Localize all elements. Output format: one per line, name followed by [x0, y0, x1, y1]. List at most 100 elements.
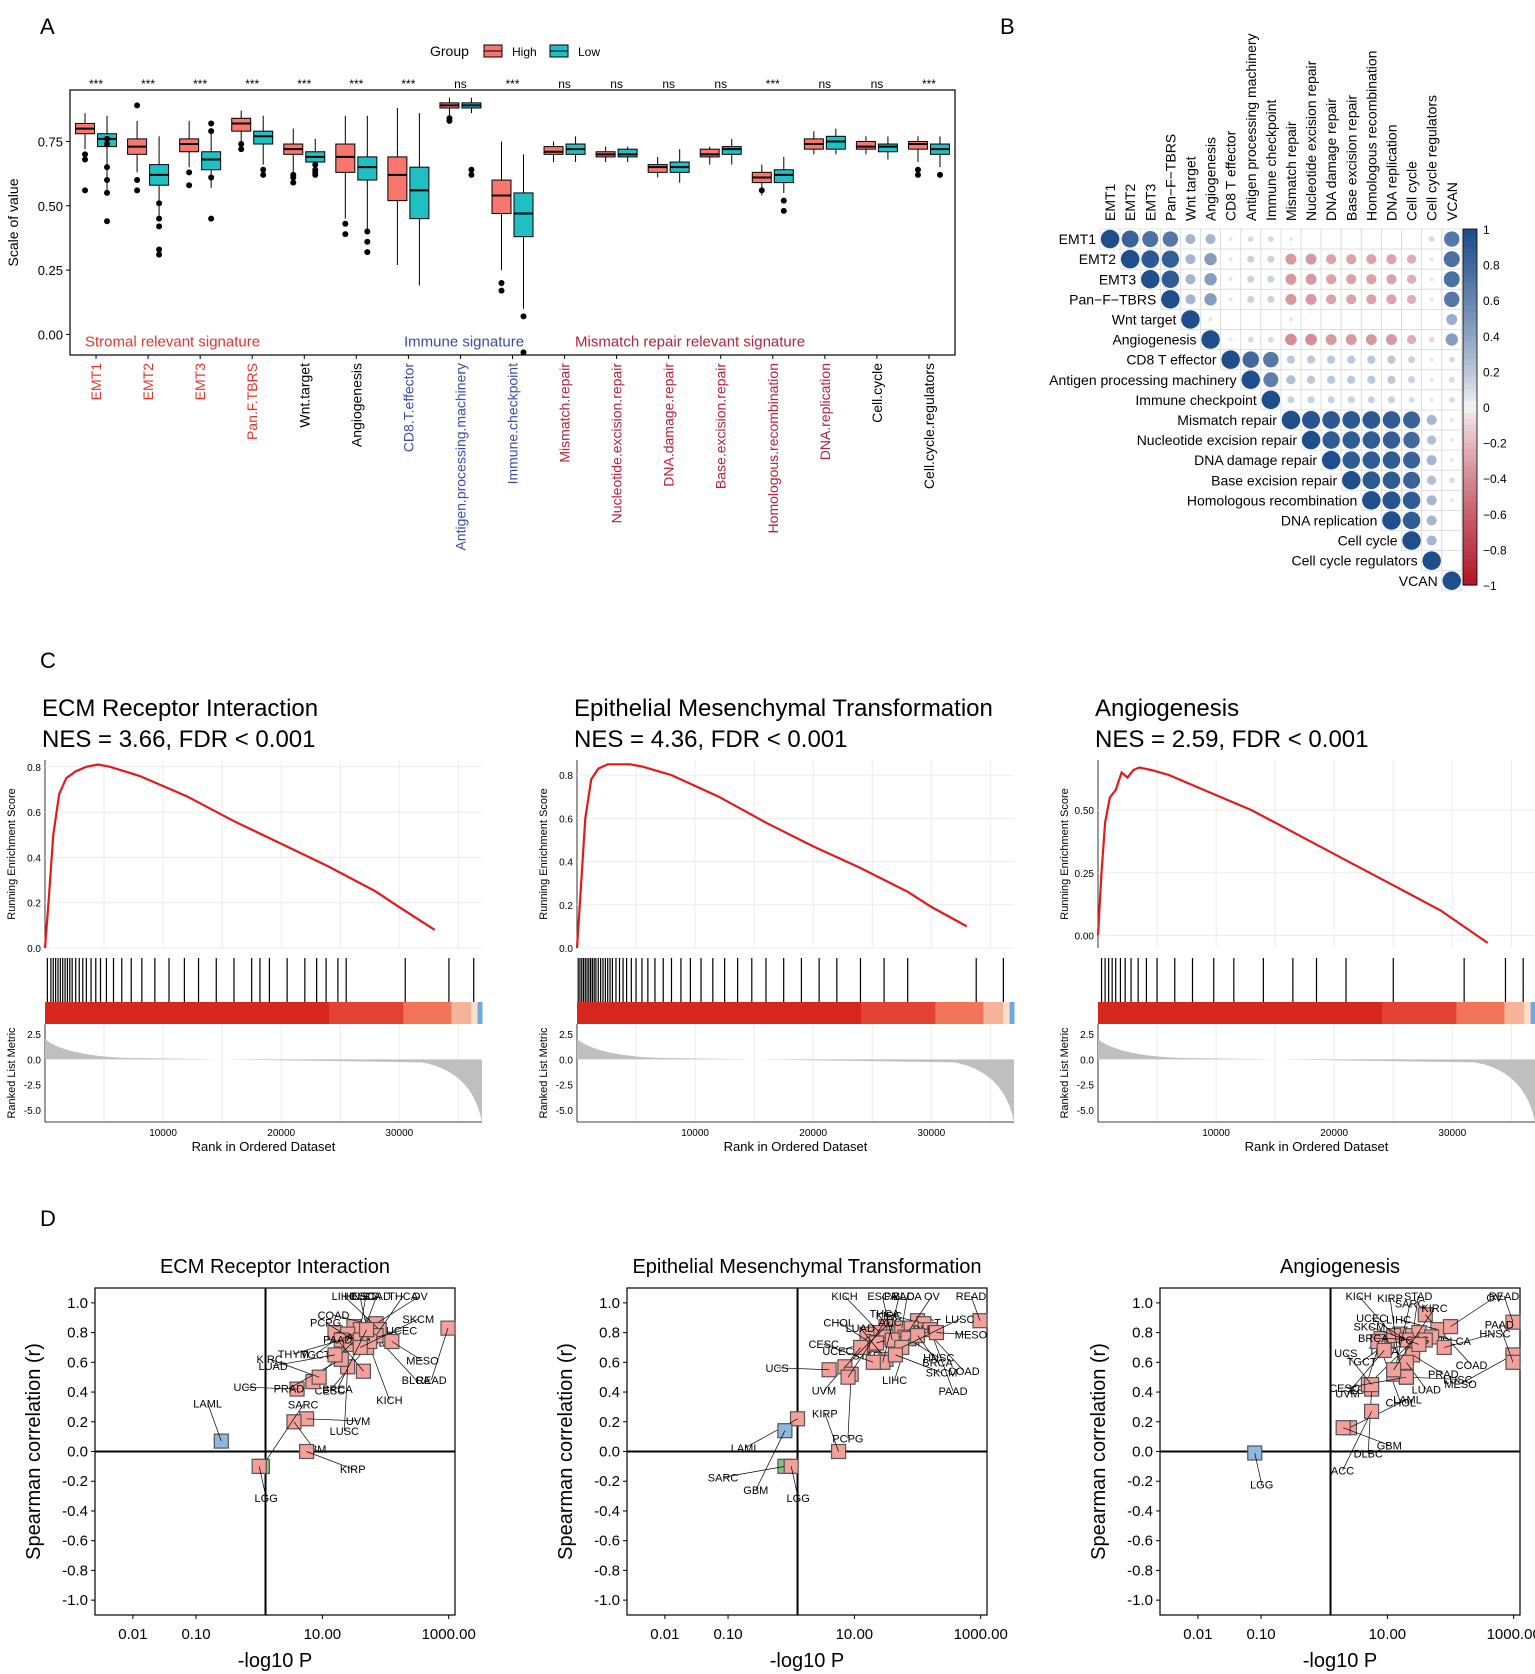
significance-label: ns [714, 77, 727, 91]
label-leader [1450, 1297, 1495, 1327]
x-tick-label: Mismatch.repair [557, 363, 573, 463]
corr-circle [1208, 317, 1213, 322]
scatter-y-tick-label: 0.8 [1132, 1325, 1153, 1342]
colorbar-segment [1463, 418, 1477, 426]
box-outlier [758, 187, 765, 194]
corr-circle [1327, 355, 1336, 364]
corr-circle [1181, 310, 1200, 329]
cancer-label: LGG [1250, 1479, 1273, 1491]
x-tick-label: EMT1 [88, 363, 104, 401]
corr-circle [1387, 375, 1396, 384]
rank-y-label: Ranked List Metric [538, 1027, 550, 1119]
label-leader [1412, 1354, 1444, 1375]
rank-tick-label: 0.0 [1080, 1055, 1094, 1066]
colorbar-segment [1463, 300, 1477, 307]
colorbar-segment [1463, 365, 1477, 372]
scatter-y-tick-label: -0.4 [1127, 1503, 1153, 1520]
corr-cell [1240, 308, 1262, 330]
corr-circle [1305, 253, 1317, 265]
cancer-label: THCA [869, 1308, 900, 1320]
scatter-y-tick-label: 1.0 [67, 1295, 88, 1312]
rank-color-band [451, 1002, 472, 1024]
x-tick-label: EMT3 [192, 363, 208, 401]
cancer-label: LAML [731, 1443, 760, 1455]
ranked-metric-area [1098, 1039, 1535, 1122]
corr-circle [1362, 491, 1381, 510]
significance-label: *** [89, 77, 103, 91]
box-low [617, 148, 638, 158]
colorbar-tick-label: 1 [1483, 223, 1490, 237]
label-leader [1389, 1297, 1401, 1370]
rank-color-band [861, 1002, 936, 1024]
corr-row-label: Base excision repair [1211, 472, 1337, 488]
x-tick-label: Wnt.target [296, 363, 312, 428]
cancer-label: UVM [812, 1386, 836, 1398]
corr-circle [1342, 451, 1361, 469]
rank-color-band [1504, 1002, 1525, 1024]
label-leader [207, 1403, 222, 1442]
colorbar-segment [1463, 258, 1477, 266]
corr-circle [1402, 531, 1421, 550]
box-outlier [186, 169, 193, 176]
corr-circle [1427, 435, 1437, 445]
cancer-label: PRAD [884, 1291, 915, 1303]
colorbar-segment [1463, 383, 1477, 390]
corr-circle [1342, 431, 1361, 449]
cancer-label: ESCA [867, 1291, 898, 1303]
colorbar-segment [1463, 537, 1477, 545]
colorbar-segment [1463, 401, 1477, 408]
corr-col-label: CD8 T effector [1223, 130, 1239, 221]
label-leader [917, 1335, 938, 1363]
corr-circle [1429, 257, 1434, 262]
corr-circle [1345, 334, 1357, 346]
cancer-label: UCS [766, 1363, 789, 1375]
colorbar-segment [1463, 371, 1477, 378]
gsea-x-label: Rank in Ordered Dataset [192, 1139, 336, 1154]
gsea-y-tick-label: 0.0 [559, 944, 573, 955]
corr-cell [1360, 308, 1382, 330]
box-high [231, 117, 252, 132]
corr-circle [1307, 396, 1315, 404]
corr-circle [1382, 431, 1401, 449]
corr-circle [1444, 291, 1460, 308]
box-outlier [104, 141, 111, 148]
box-outlier [312, 161, 319, 168]
corr-circle [1325, 334, 1337, 346]
corr-circle [1426, 535, 1437, 546]
scatter-y-tick-label: 0.0 [67, 1444, 88, 1461]
scatter-y-tick-label: 1.0 [1132, 1295, 1153, 1312]
box-high [335, 143, 356, 173]
gsea-y-tick-label: 0.25 [1075, 869, 1095, 880]
gsea-stats: NES = 4.36, FDR < 0.001 [574, 726, 847, 753]
corr-circle [1448, 376, 1455, 383]
cancer-label: HNSC [923, 1353, 954, 1365]
corr-row-label: VCAN [1399, 573, 1438, 589]
corr-circle [1449, 437, 1454, 443]
corr-col-label: Wnt target [1182, 156, 1198, 221]
label-leader [790, 1466, 799, 1498]
corr-row-label: Immune checkpoint [1135, 392, 1257, 408]
colorbar-segment [1463, 454, 1477, 461]
corr-circle [1285, 273, 1297, 285]
panel-label-c: C [40, 648, 56, 673]
x-tick-label: DNA.damage.repair [661, 363, 677, 487]
colorbar-segment [1463, 561, 1477, 568]
cancer-label: LUAD [1412, 1384, 1441, 1396]
box-outlier [290, 179, 297, 186]
cancer-label: KIRC [1421, 1303, 1447, 1315]
corr-row-label: DNA replication [1281, 512, 1378, 528]
cancer-label: UCS [234, 1382, 257, 1394]
colorbar-tick-label: 0.4 [1483, 330, 1500, 344]
scatter-title: Angiogenesis [1280, 1256, 1400, 1278]
scatter-y-tick-label: -0.6 [594, 1533, 620, 1550]
corr-circle [1367, 375, 1376, 384]
label-leader [1498, 1324, 1514, 1363]
scatter-y-label: Spearman correlation (r) [1088, 1343, 1110, 1560]
enrichment-curve [1096, 766, 1489, 944]
y-axis-label: Scale of value [5, 178, 21, 266]
scatter-panel: ECM Receptor Interaction 1.0 0.8 0.6 0.4 0.2 0… [23, 1256, 1535, 1672]
corr-circle [1347, 355, 1356, 364]
box-outlier [208, 128, 215, 135]
box-high [907, 140, 928, 150]
box-high [387, 156, 408, 202]
